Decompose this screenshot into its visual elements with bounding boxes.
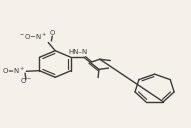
- Text: O$^-$: O$^-$: [20, 76, 32, 85]
- Text: $^-$O$-$N$^+$: $^-$O$-$N$^+$: [18, 31, 47, 42]
- Text: HN–N: HN–N: [68, 49, 88, 55]
- Text: O: O: [50, 30, 55, 35]
- Text: O=N$^+$: O=N$^+$: [2, 66, 25, 76]
